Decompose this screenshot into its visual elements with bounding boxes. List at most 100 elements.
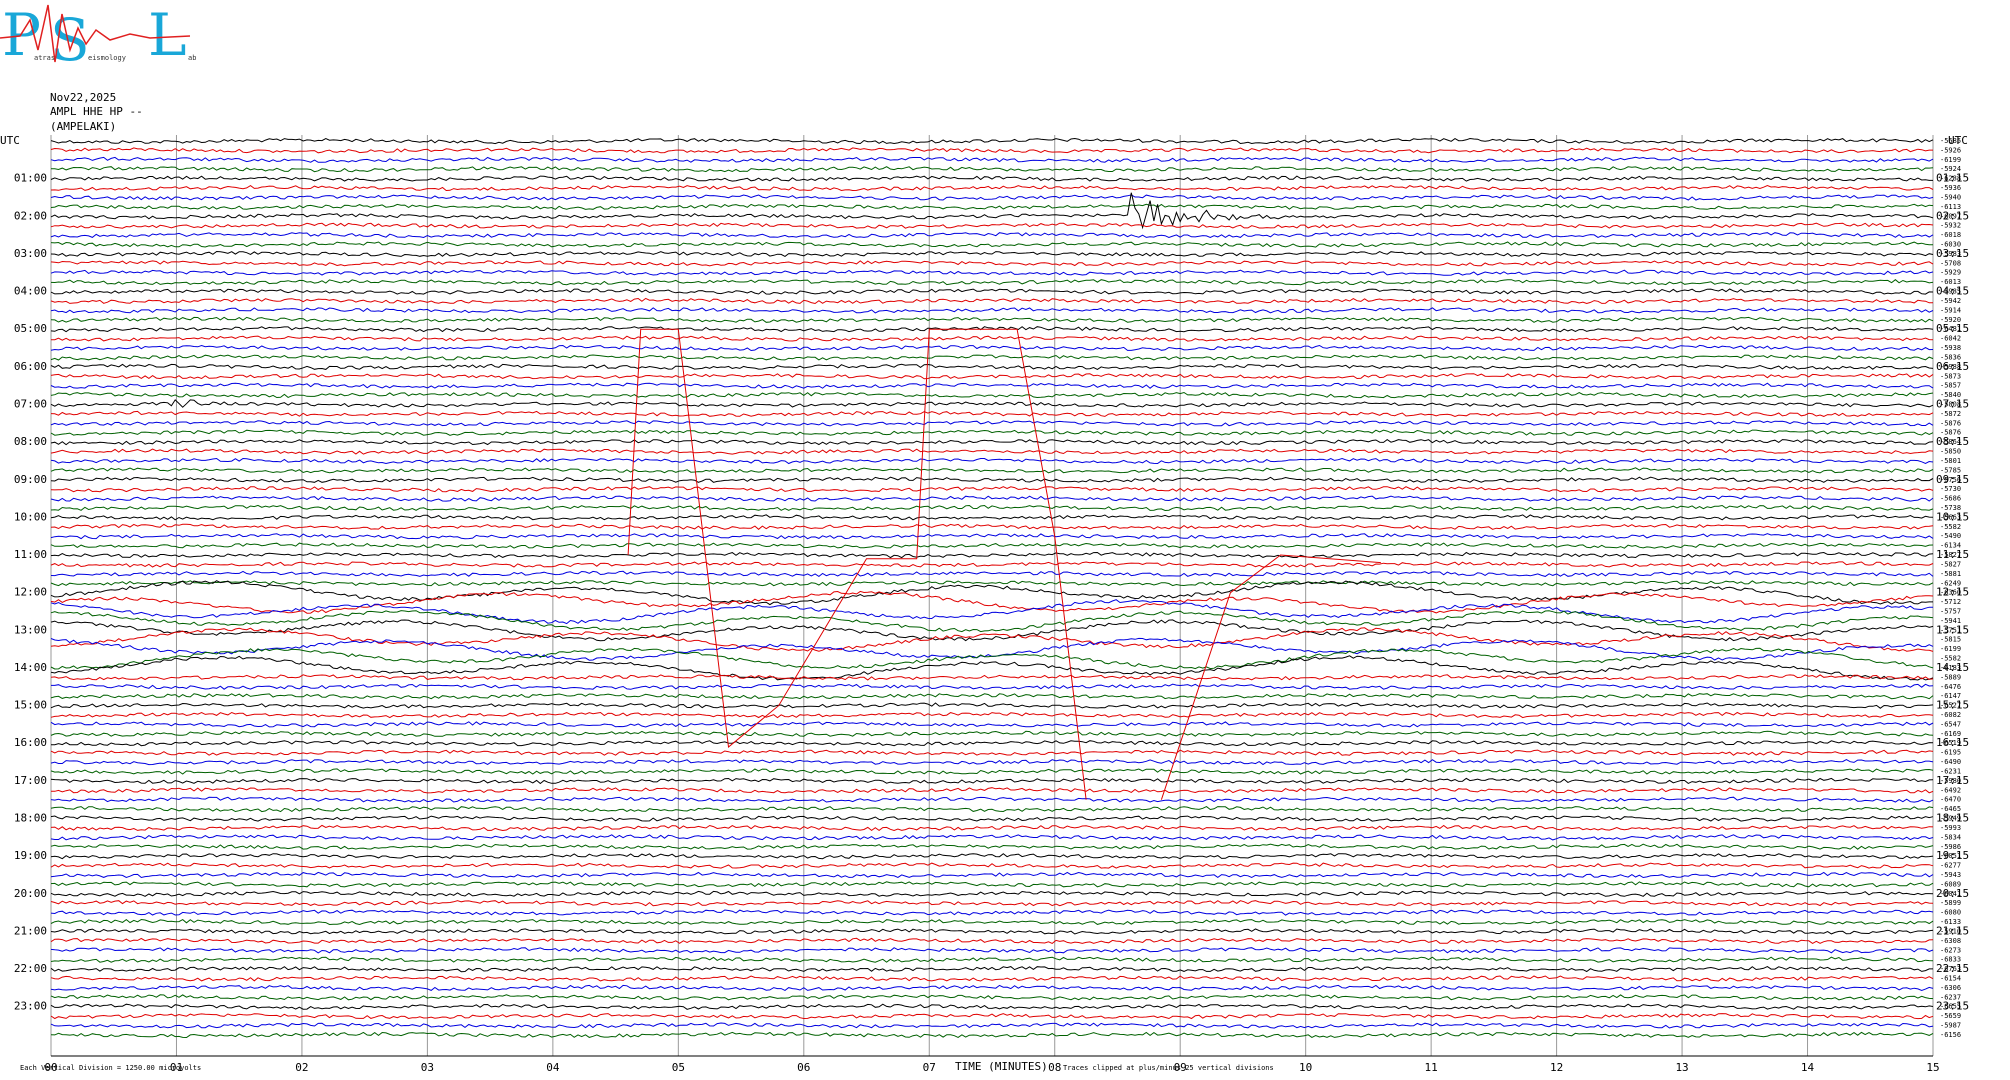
trace [50,853,1934,860]
offset-label: -5836 [1940,353,1961,361]
offset-label: -5949 [1940,815,1961,823]
trace [50,147,1933,154]
offset-label: -5943 [1940,871,1961,879]
trace [50,599,1933,625]
left-hour-label: 07:00 [14,397,47,410]
header-site: (AMPELAKI) [50,120,116,133]
logo-text: atras [34,54,55,62]
right-hour-label: 08:15 [1936,435,1969,448]
trace [50,354,1934,361]
offset-label: -5920 [1940,316,1961,324]
right-hour-label: 10:15 [1936,510,1969,523]
offset-label: -6042 [1940,335,1961,343]
offset-label: -5942 [1940,297,1961,305]
trace [50,373,1934,380]
offset-label: -5980 [1940,777,1961,785]
offset-label: -6147 [1940,692,1961,700]
header-date: Nov22,2025 [50,91,116,104]
offset-label: -6273 [1940,946,1961,954]
trace [50,610,1934,633]
trace [50,806,1934,813]
offset-label: -5663 [1940,513,1961,521]
trace [50,514,1934,521]
right-hour-label: 18:15 [1936,812,1969,825]
trace [50,476,1934,483]
trace [50,438,1934,446]
right-hour-label: 11:15 [1936,548,1969,561]
offset-label: -5756 [1940,476,1961,484]
offset-label: -5936 [1940,184,1961,192]
trace [50,241,1934,248]
trace [50,429,1934,436]
right-hour-label: 05:15 [1936,322,1969,335]
trace [50,674,1934,681]
right-hour-label: 12:15 [1936,586,1969,599]
offset-label: -5834 [1940,833,1961,841]
right-hour-label: 19:15 [1936,849,1969,862]
x-tick-label: 11 [1425,1061,1438,1074]
trace [50,326,1934,333]
x-tick-label: 00 [44,1061,57,1074]
offset-label: -6476 [1940,683,1961,691]
right-hour-label: 02:15 [1936,209,1969,222]
offset-label: -6465 [1940,805,1961,813]
offset-label: -5685 [1940,137,1961,145]
offset-label: -5785 [1940,466,1961,474]
left-hour-label: 12:00 [14,586,47,599]
logo: P S L atras eismology ab [0,1,196,74]
footer-left: Each Vertical Division = 1250.00 microvo… [20,1064,201,1072]
right-hour-label: 16:15 [1936,736,1969,749]
offset-label: -5986 [1940,843,1961,851]
footer-right: Traces clipped at plus/minus 25 vertical… [1063,1064,1274,1072]
left-hour-label: 13:00 [14,623,47,636]
trace [50,975,1934,982]
trace [50,382,1934,389]
left-hour-label: 10:00 [14,510,47,523]
trace [50,486,1934,493]
offset-label: -6113 [1940,203,1961,211]
trace [50,269,1934,276]
offset-label: -6527 [1940,702,1961,710]
left-hour-label: 16:00 [14,736,47,749]
trace [50,307,1934,314]
offset-label: -6089 [1940,880,1961,888]
trace [50,1022,1934,1029]
trace [50,627,1934,652]
x-axis-label: TIME (MINUTES) [955,1060,1048,1073]
offset-label: -6277 [1940,862,1961,870]
trace [50,768,1934,775]
left-hour-label: 23:00 [14,1000,47,1013]
left-hour-label: 09:00 [14,473,47,486]
left-axis-title: UTC [0,134,20,147]
right-hour-label: 06:15 [1936,360,1969,373]
right-hour-label: 22:15 [1936,962,1969,975]
trace [50,947,1934,954]
offset-label: -5808 [1940,400,1961,408]
offset-label: -5914 [1940,306,1961,314]
trace [50,175,1933,182]
x-tick-label: 10 [1299,1061,1312,1074]
offset-label: -5751 [1940,626,1961,634]
x-tick-label: 02 [295,1061,308,1074]
offset-label: -6169 [1940,730,1961,738]
offset-label: -6519 [1940,739,1961,747]
logo-text: ab [188,54,196,62]
clipped-trace [627,328,1087,800]
left-hour-label: 14:00 [14,661,47,674]
trace [50,984,1934,992]
offset-label: -5827 [1940,551,1961,559]
logo-letter: L [148,1,187,69]
trace [50,956,1934,963]
trace [50,250,1934,257]
trace [50,824,1934,832]
right-hour-label: 15:15 [1936,699,1969,712]
trace [50,504,1934,512]
offset-label: -5730 [1940,485,1961,493]
trace [50,203,1934,210]
trace [51,683,1934,690]
offset-label: -5712 [1940,598,1961,606]
trace [50,900,1934,907]
x-tick-label: 14 [1801,1061,1815,1074]
left-hour-label: 04:00 [14,285,47,298]
